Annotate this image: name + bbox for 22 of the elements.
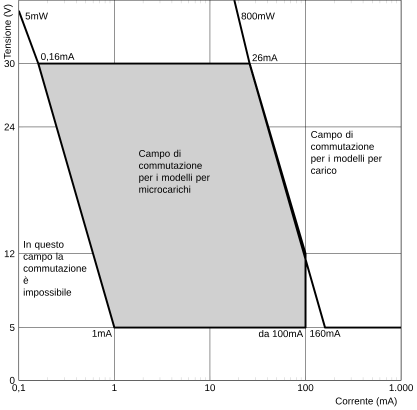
annotation: 160mA [310, 330, 341, 337]
annotation: 0,16mA [41, 53, 74, 62]
x-tick-label: 10 [205, 384, 216, 392]
annotation: 26mA [252, 54, 278, 62]
y-tick-label: 0 [10, 376, 15, 384]
x-tick-label: 1.000 [390, 384, 413, 392]
x-axis-title: Corrente (mA) [336, 397, 397, 406]
annotation: 1mA [92, 330, 112, 337]
annotation: 5mW [26, 12, 48, 20]
y-tick-label: 30 [4, 60, 15, 68]
annotation: In questo campo la commutazione è impossibile [24, 241, 86, 298]
y-tick-label: 12 [4, 250, 14, 258]
y-axis-title: Tensione (V) [4, 4, 13, 59]
annotation: Campo di commutazione per i modelli per carico [311, 130, 382, 174]
annotation: da 100mA [258, 330, 304, 338]
x-tick-label: 100 [298, 384, 314, 392]
annotation: Campo di commutazione per i modelli per microcarichi [139, 150, 210, 193]
y-tick-label: 24 [4, 124, 15, 130]
x-tick-label: 1 [112, 384, 117, 391]
annotation: 800mW [242, 12, 275, 20]
x-tick-label: 0,1 [12, 384, 26, 392]
y-tick-label: 5 [10, 324, 15, 331]
